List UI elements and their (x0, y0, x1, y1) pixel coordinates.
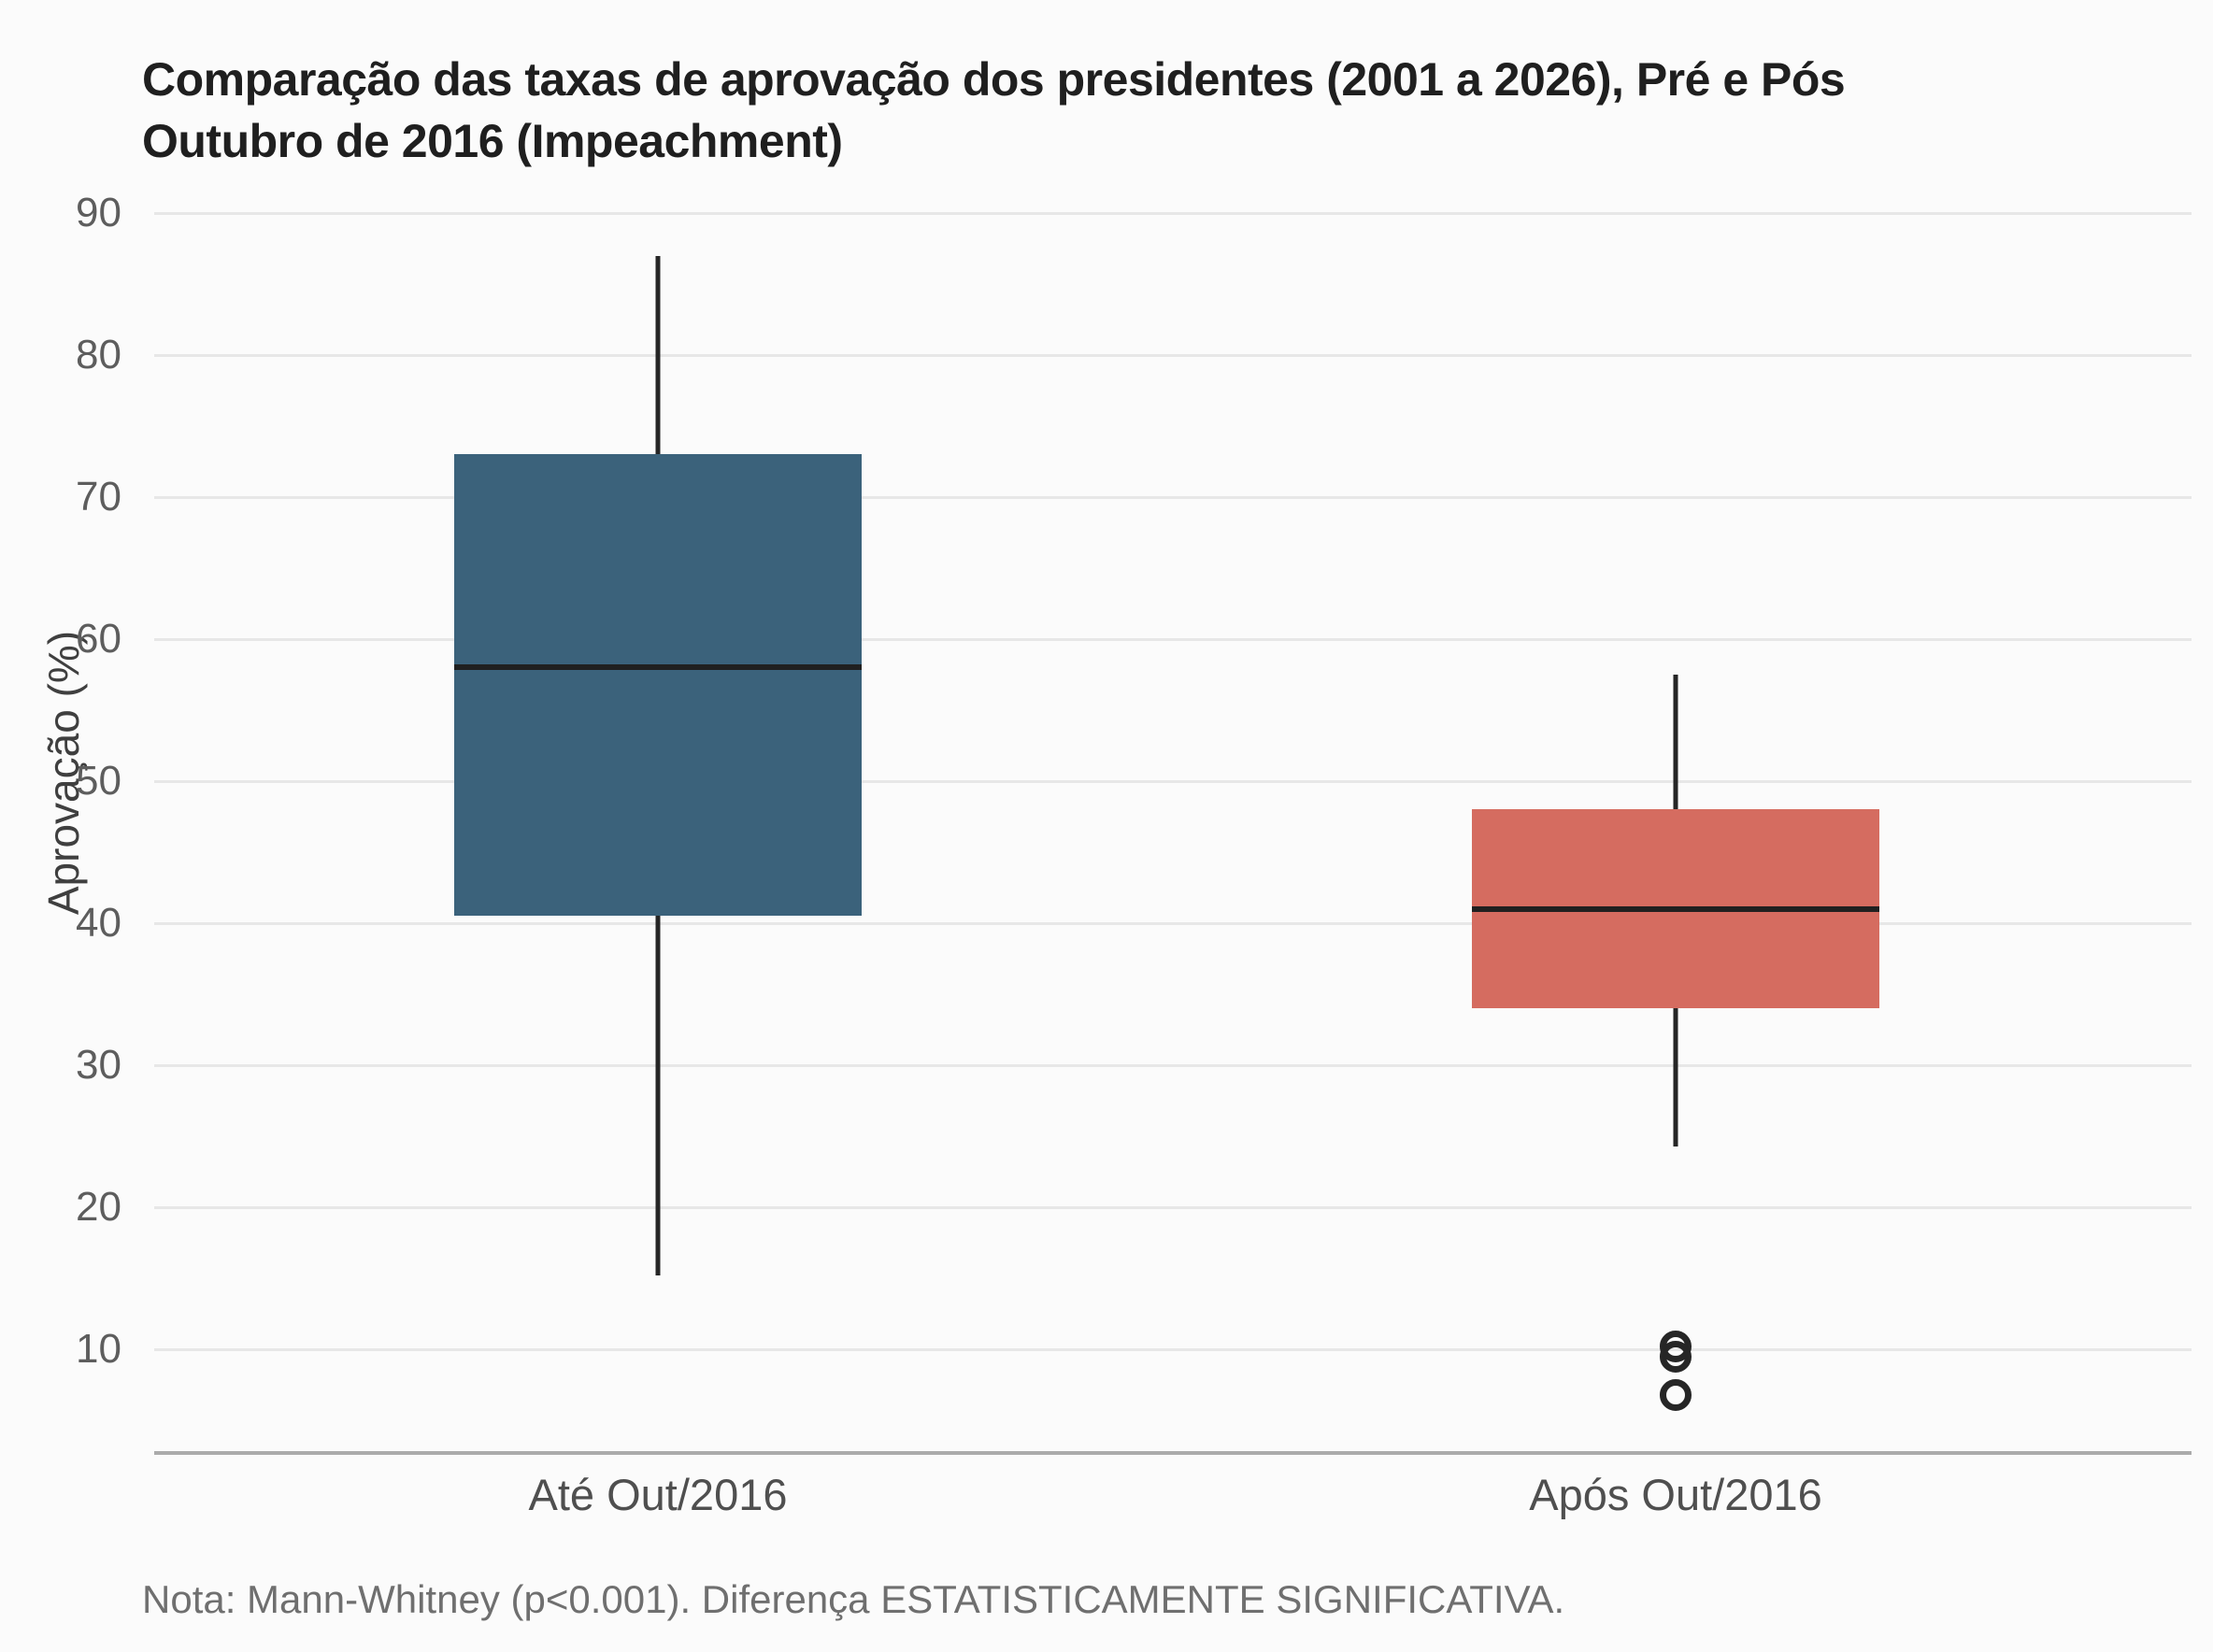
median-line (1472, 905, 1879, 912)
outlier-point (1660, 1340, 1692, 1373)
y-gridline (154, 637, 2192, 641)
x-tick-label-pre: Até Out/2016 (528, 1470, 788, 1519)
y-tick-label: 80 (76, 332, 121, 377)
y-gridline (154, 211, 2192, 215)
y-tick-label: 50 (76, 758, 121, 804)
y-tick-label: 20 (76, 1184, 121, 1230)
y-gridline (154, 921, 2192, 925)
y-gridline (154, 779, 2192, 783)
y-tick-label: 10 (76, 1326, 121, 1372)
median-line (454, 664, 862, 671)
y-tick-label: 30 (76, 1042, 121, 1088)
y-gridline (154, 1347, 2192, 1351)
y-tick-label: 70 (76, 474, 121, 520)
x-axis-line (154, 1451, 2192, 1455)
chart-title: Comparação das taxas de aprovação dos pr… (142, 52, 1846, 167)
x-tick-label-post: Após Out/2016 (1529, 1470, 1822, 1519)
box-iqr (454, 454, 862, 917)
y-tick-label: 90 (76, 190, 121, 235)
y-tick-label: 60 (76, 616, 121, 662)
outlier-point (1660, 1378, 1692, 1411)
chart-note: Nota: Mann-Whitney (p<0.001). Diferença … (142, 1577, 1565, 1621)
y-gridline (154, 1063, 2192, 1067)
y-gridline (154, 495, 2192, 499)
y-gridline (154, 353, 2192, 357)
y-gridline (154, 1205, 2192, 1209)
y-tick-label: 40 (76, 900, 121, 946)
